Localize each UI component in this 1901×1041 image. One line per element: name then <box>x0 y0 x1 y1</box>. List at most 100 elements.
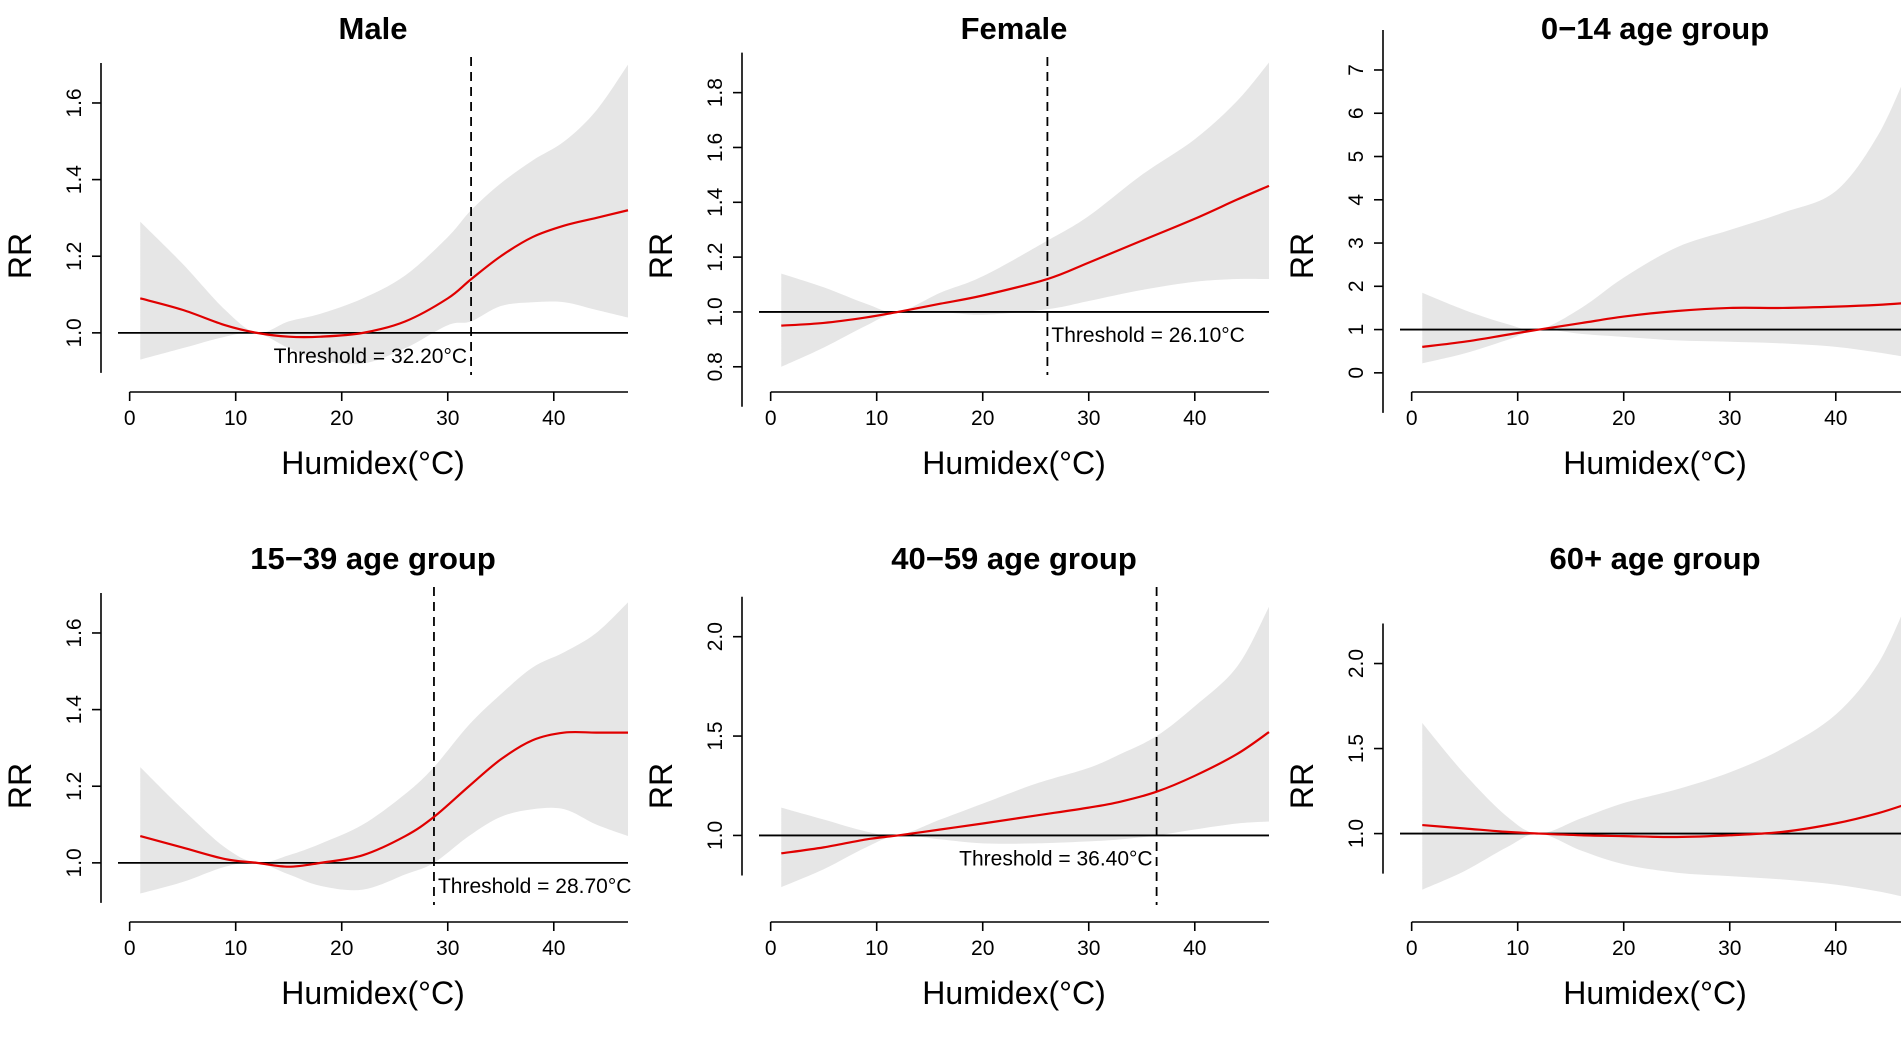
panel-title: Female <box>961 11 1068 46</box>
panel-2: Threshold = 26.10°C 0 10 20 30 40 0.8 1.0 1.2 1.4… <box>643 11 1270 481</box>
x-tick-label: 10 <box>865 937 888 960</box>
y-axis-label: RR <box>1284 763 1320 809</box>
y-tick-label: 1.0 <box>704 297 727 326</box>
panel-4: Threshold = 28.70°C 0 10 20 30 40 1.0 1.2 1.4 1.6… <box>2 541 631 1011</box>
y-tick-label: 1.4 <box>704 187 727 217</box>
x-tick-label: 20 <box>330 937 353 960</box>
y-tick-label: 1.0 <box>63 848 86 877</box>
y-tick-label: 1.6 <box>63 88 86 117</box>
y-tick-label: 0 <box>1345 367 1368 379</box>
panel-title: 60+ age group <box>1549 541 1760 576</box>
y-tick-label: 7 <box>1345 64 1368 76</box>
x-tick-label: 30 <box>1718 407 1741 430</box>
y-tick-label: 1.8 <box>704 78 727 107</box>
panel-3: 0 10 20 30 40 0 1 2 3 4 5 6 7 0−14 age group Humidex(°… <box>1284 11 1901 481</box>
y-tick-label: 1.2 <box>63 242 86 271</box>
panel-1: Threshold = 32.20°C 0 10 20 30 40 1.0 1.2 1.4 1.6… <box>2 11 629 481</box>
confidence-band <box>140 602 628 894</box>
y-tick-label: 1.0 <box>1345 819 1368 848</box>
y-tick-label: 1 <box>1345 324 1368 336</box>
y-tick-label: 2.0 <box>1345 649 1368 678</box>
rr-curve <box>1422 302 1901 348</box>
y-tick-label: 0.8 <box>704 352 727 381</box>
threshold-label: Threshold = 26.10°C <box>1051 324 1244 347</box>
y-tick-label: 1.6 <box>704 133 727 162</box>
panel-title: 40−59 age group <box>891 541 1137 576</box>
x-tick-label: 30 <box>1718 937 1741 960</box>
x-tick-label: 0 <box>124 937 136 960</box>
confidence-band <box>1422 86 1901 364</box>
x-axis-label: Humidex(°C) <box>1563 975 1746 1011</box>
x-tick-label: 30 <box>436 407 459 430</box>
y-tick-label: 4 <box>1345 194 1368 206</box>
x-tick-label: 0 <box>765 937 777 960</box>
rr-curve <box>139 209 629 339</box>
y-axis-label: RR <box>1284 233 1320 279</box>
x-tick-label: 30 <box>1077 937 1100 960</box>
x-tick-label: 10 <box>224 937 247 960</box>
y-tick-label: 5 <box>1345 151 1368 163</box>
y-tick-label: 1.0 <box>704 821 727 850</box>
y-axis-label: RR <box>2 233 38 279</box>
x-tick-label: 10 <box>1506 937 1529 960</box>
confidence-band <box>1422 616 1901 897</box>
panel-5: Threshold = 36.40°C 0 10 20 30 40 1.0 1.5 2.0 40−… <box>643 541 1270 1011</box>
y-tick-label: 1.4 <box>63 695 86 725</box>
x-axis-label: Humidex(°C) <box>281 975 464 1011</box>
y-tick-label: 1.6 <box>63 618 86 647</box>
x-tick-label: 20 <box>971 937 994 960</box>
x-axis-label: Humidex(°C) <box>1563 445 1746 481</box>
rr-curve <box>139 730 628 868</box>
y-tick-label: 2 <box>1345 280 1368 292</box>
rr-curve <box>781 184 1270 327</box>
x-tick-label: 10 <box>224 407 247 430</box>
confidence-band <box>781 62 1269 367</box>
y-tick-label: 1.2 <box>704 243 727 272</box>
y-tick-label: 6 <box>1345 107 1368 119</box>
threshold-label: Threshold = 32.20°C <box>274 345 467 368</box>
x-tick-label: 40 <box>542 407 565 430</box>
y-tick-label: 1.5 <box>1345 734 1368 763</box>
confidence-band <box>140 64 628 365</box>
y-tick-label: 1.5 <box>704 721 727 750</box>
x-tick-label: 0 <box>124 407 136 430</box>
x-tick-label: 20 <box>330 407 353 430</box>
panel-title: 0−14 age group <box>1541 11 1769 46</box>
y-tick-label: 2.0 <box>704 622 727 651</box>
x-axis-label: Humidex(°C) <box>922 975 1105 1011</box>
x-tick-label: 0 <box>1406 407 1418 430</box>
x-tick-label: 40 <box>1183 937 1206 960</box>
y-tick-label: 1.4 <box>63 165 86 195</box>
x-tick-label: 20 <box>1612 937 1635 960</box>
x-tick-label: 40 <box>542 937 565 960</box>
x-tick-label: 40 <box>1824 937 1847 960</box>
x-tick-label: 20 <box>1612 407 1635 430</box>
x-tick-label: 30 <box>1077 407 1100 430</box>
threshold-label: Threshold = 28.70°C <box>438 875 631 898</box>
x-tick-label: 20 <box>971 407 994 430</box>
panel-title: Male <box>339 11 408 46</box>
y-tick-label: 1.0 <box>63 318 86 347</box>
x-axis-label: Humidex(°C) <box>922 445 1105 481</box>
confidence-band <box>781 606 1269 888</box>
rr-curve <box>781 731 1270 855</box>
x-axis-label: Humidex(°C) <box>281 445 464 481</box>
y-axis-label: RR <box>2 763 38 809</box>
x-tick-label: 40 <box>1183 407 1206 430</box>
threshold-label: Threshold = 36.40°C <box>959 847 1152 870</box>
y-tick-label: 3 <box>1345 237 1368 249</box>
x-tick-label: 10 <box>865 407 888 430</box>
x-tick-label: 0 <box>1406 937 1418 960</box>
panel-title: 15−39 age group <box>250 541 496 576</box>
y-tick-label: 1.2 <box>63 772 86 801</box>
x-tick-label: 10 <box>1506 407 1529 430</box>
x-tick-label: 0 <box>765 407 777 430</box>
x-tick-label: 30 <box>436 937 459 960</box>
x-tick-label: 40 <box>1824 407 1847 430</box>
y-axis-label: RR <box>643 763 679 809</box>
panel-6: 0 10 20 30 40 1.0 1.5 2.0 60+ age group Humidex(°… <box>1284 541 1901 1011</box>
y-axis-label: RR <box>643 233 679 279</box>
rr-curve <box>1422 804 1901 839</box>
